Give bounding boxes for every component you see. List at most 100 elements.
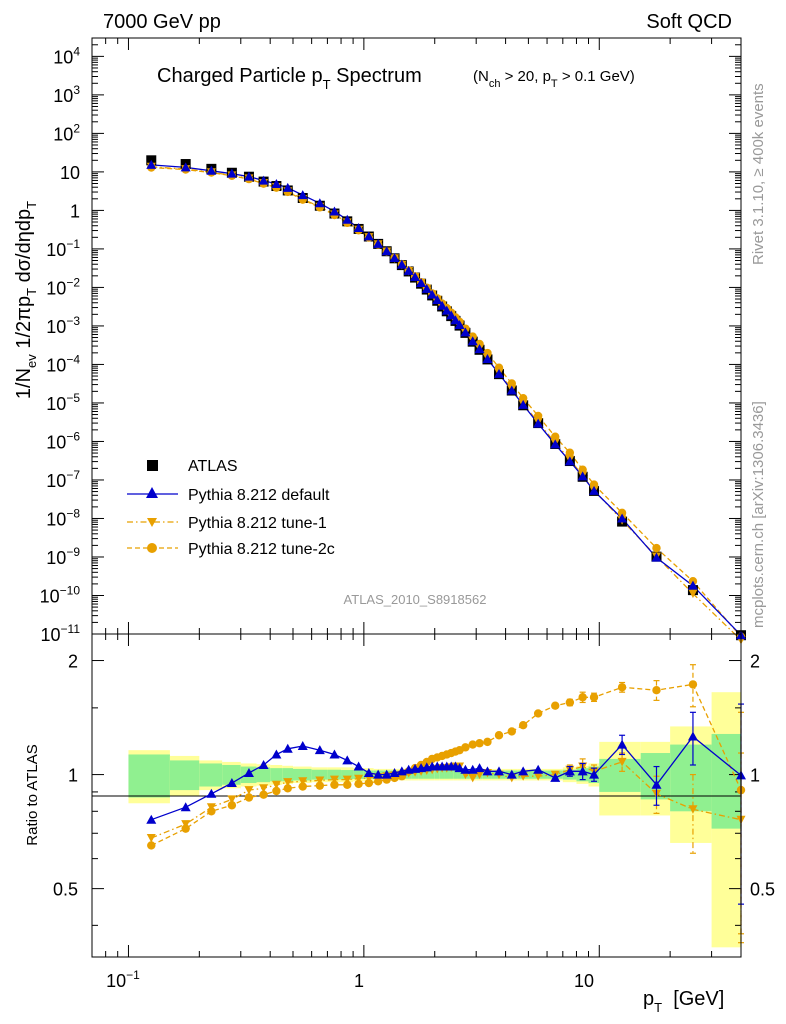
default-point [329,206,340,216]
default-point [474,344,485,354]
default-point [353,223,364,233]
y-tick-label: 10−1 [46,237,80,260]
default-point [421,283,432,293]
cut-part-3: T [551,78,558,90]
ratio-tune1-point [206,803,216,812]
band-inner [453,770,458,779]
ratio-default-point [206,788,217,798]
rivet-label: Rivet 3.1.10, ≥ 400k events [750,83,767,265]
default-point [427,289,438,299]
y-tick-exp: 3 [73,83,80,97]
ratio-default-point [226,778,237,788]
main-ylabel: 1/Nev 1/2πpT dσ/dηdpT [13,201,39,399]
ratio-y-tick-label-right: 1 [750,766,760,786]
default-point [687,580,698,590]
ratio-default-point [389,767,400,777]
y-tick-exp: −4 [66,352,80,366]
default-point [577,471,588,481]
default-point [454,319,465,329]
default-point [403,265,414,275]
band-inner [199,763,223,787]
chart-title-main: Charged Particle p [157,65,323,87]
y-tick-base: 10 [53,86,73,106]
ratio-tune2c-point [461,743,470,752]
y-tick-base: 10 [46,278,66,298]
y-tick-base: 10 [53,124,73,144]
band-inner [449,770,454,779]
ratio-tune2c-point [589,693,599,702]
y-tick-exp: −6 [66,429,80,443]
band-inner [353,770,364,779]
ratio-default-point [373,769,384,779]
main-axis-ticks: 10−1110−1010−910−810−710−610−510−410−310… [40,37,742,645]
ratio-tune2c-point [483,737,492,747]
ratio-tune2c-point [147,841,156,850]
band-inner [457,770,462,779]
legend-tune1-marker [147,518,157,527]
default-point [389,253,400,263]
default-point [396,259,407,269]
ratio-tune1-point [468,773,478,783]
ratio-default-point [314,745,325,755]
tune2c-point [617,508,627,518]
ratio-tune1-point [617,757,627,767]
default-point [617,513,628,523]
cut-part-1: ch [489,78,501,90]
default-point [493,368,504,378]
xlabel-part-0: p [643,988,654,1010]
ratio-default-point [651,779,662,789]
ratio-tune1-point [259,784,269,793]
x-tick-label-1: 1 [354,971,364,991]
y-tick-exp: −5 [66,391,80,405]
ratio-tune1-point [329,775,339,785]
ratio-default-point [297,740,308,750]
y-tick-base: 10 [41,625,61,645]
tune2c-point [565,448,575,457]
default-point [518,399,529,409]
ylabel-part-2: 1/2πp [13,296,35,354]
ratio-default-point [550,772,561,782]
legend-default-label: Pythia 8.212 default [188,487,330,504]
ratio-tune2c-point [244,793,254,802]
legend-atlas-label: ATLAS [188,458,238,475]
ratio-ylabel: Ratio to ATLAS [24,744,41,845]
default-point [180,162,191,172]
ratio-tune2c-point [330,780,339,789]
ratio-tune1-point [227,795,237,804]
ratio-tune2c-point [227,801,237,810]
ratio-bands [128,692,741,948]
legend: ATLAS Pythia 8.212 default Pythia 8.212 … [127,458,335,558]
x-tick-label-10: 10 [574,971,594,991]
default-point [258,175,269,185]
chart-title-sub: T [323,77,331,92]
default-point [342,214,353,224]
legend-tune2c-label: Pythia 8.212 tune-2c [188,541,335,558]
y-tick-base: 10 [46,355,66,375]
y-tick-base: 10 [46,548,66,568]
y-tick-exp: −1 [66,237,80,251]
cut-part-0: (N [473,68,489,85]
default-point [589,485,600,495]
band-inner [341,770,354,780]
ratio-tune2c-point [315,781,325,790]
ratio-default-point [474,763,485,773]
default-point [506,385,517,395]
tune2c-point [551,432,560,441]
ratio-panel: 0.5 0.5 1 1 2 2 [53,633,775,958]
ratio-tune2c-point [507,727,516,736]
series-line-pythia-8-212-tune-2c [151,166,742,638]
ylabel-part-1: ev [24,354,39,368]
default-point [460,327,471,337]
default-point [467,336,478,346]
y-tick-base: 1 [70,201,80,221]
mcplots-label: mcplots.cern.ch [arXiv:1306.3436] [750,401,767,628]
y-tick-label: 10 [60,163,80,183]
ratio-y-tick-label-right: 2 [750,652,760,672]
ratio-default-point [482,766,493,776]
ratio-default-point [687,731,698,741]
ratio-tune2c-point [283,784,292,793]
y-tick-label: 10−6 [46,429,80,452]
ratio-tune1-point [181,820,191,829]
default-point [437,300,448,310]
legend-atlas-marker [147,460,158,471]
